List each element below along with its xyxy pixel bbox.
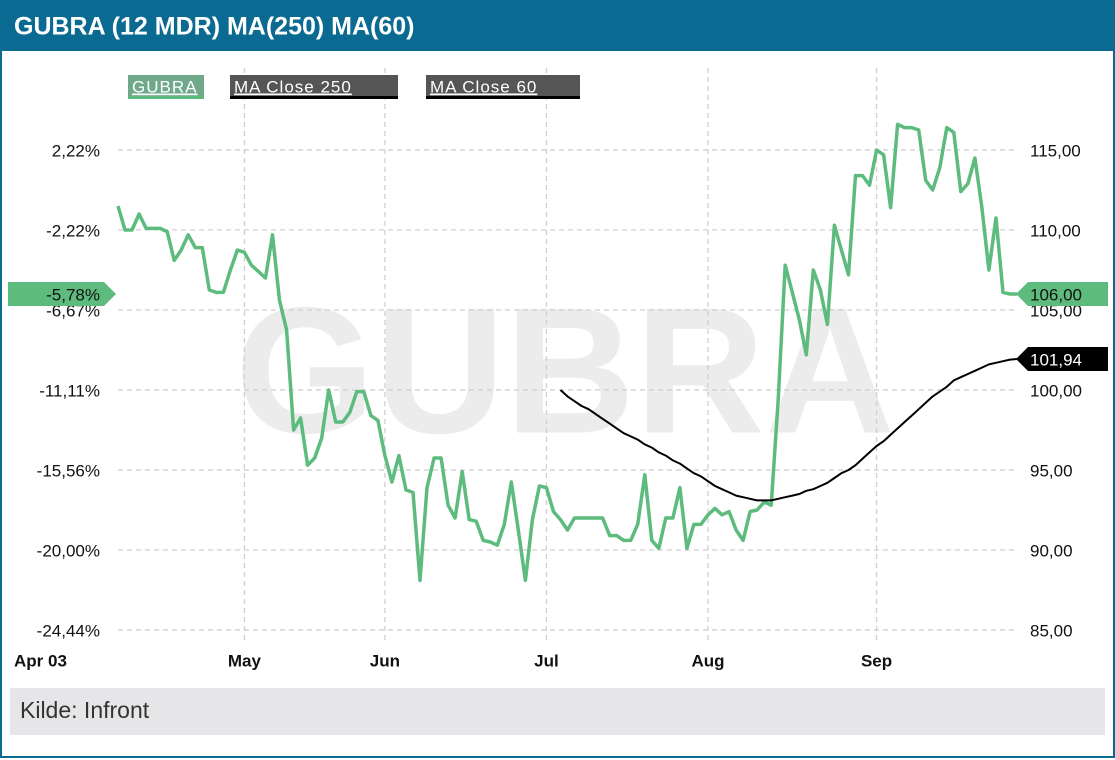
header [1, 1, 1114, 51]
y2-tick-label: 110,00 [1030, 221, 1081, 240]
chart-title: GUBRA (12 MDR) MA(250) MA(60) [14, 13, 415, 41]
footer [10, 688, 1105, 735]
series-line [116, 122, 1017, 583]
legend-swatch [426, 96, 580, 99]
legend-box [128, 75, 204, 97]
legend-swatch [230, 96, 398, 99]
end-label: 101,94 [1030, 350, 1082, 369]
legend-label[interactable]: MA Close 60 [430, 77, 537, 96]
x-tick-label: May [228, 651, 262, 670]
x-tick-label: Jul [534, 651, 559, 670]
end-label: -5,78% [46, 285, 100, 304]
x-tick-label: Aug [691, 651, 724, 670]
watermark: GUBRA [235, 271, 895, 472]
x-tick-label: Apr 03 [14, 651, 67, 670]
legend-swatch [128, 96, 204, 99]
y-tick-label: -2,22% [46, 221, 100, 240]
legend-box [426, 75, 580, 97]
y-tick-label: -15,56% [37, 462, 100, 481]
y2-tick-label: 85,00 [1030, 621, 1073, 640]
y2-tick-label: 100,00 [1030, 381, 1082, 400]
legend-label[interactable]: GUBRA [132, 77, 197, 96]
y-tick-label: -11,11% [39, 381, 100, 400]
plot: 2,22% -2,22% -6,67% -11,11% -15,56% -20,00% -2… [8, 68, 1108, 670]
y-tick-label: -20,00% [37, 541, 100, 560]
y-tick-label: 2,22% [52, 141, 100, 160]
y-tick-label: -24,44% [37, 621, 100, 640]
y2-tick-label: 95,00 [1030, 461, 1073, 480]
end-label: 106,00 [1030, 285, 1082, 304]
legend-box [230, 75, 398, 97]
series-line [559, 358, 1018, 502]
end-tag [1016, 282, 1108, 306]
legend-label[interactable]: MA Close 250 [234, 77, 352, 96]
end-tag [1016, 346, 1108, 371]
y2-tick-label: 105,00 [1030, 301, 1082, 320]
y2-tick-label: 115,00 [1030, 141, 1081, 160]
x-tick-label: Jun [370, 651, 400, 670]
y2-tick-label: 90,00 [1030, 541, 1073, 560]
end-tag [8, 281, 116, 306]
y-tick-label: -6,67% [46, 301, 100, 320]
source: Kilde: Infront [20, 697, 150, 723]
x-tick-label: Sep [861, 651, 892, 670]
